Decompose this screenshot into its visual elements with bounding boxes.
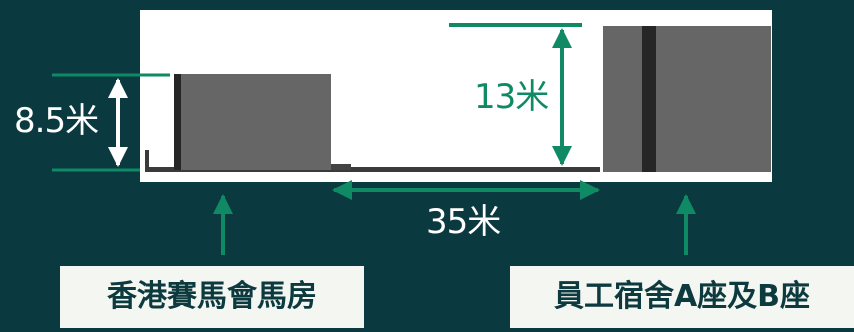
distance-label: 35米 [426,202,501,242]
ground-line [145,167,600,172]
staff-quarters-building [603,26,771,172]
staff-quarters-label: 員工宿舍A座及B座 [510,266,854,328]
right-height-label: 13米 [474,77,549,117]
left-height-dimension [52,73,170,172]
stables-building [174,74,351,170]
right-height-dimension [449,23,582,166]
ground-edge [145,150,149,170]
left-height-label: 8.5米 [14,101,99,141]
stables-label: 香港賽馬會馬房 [60,266,364,328]
